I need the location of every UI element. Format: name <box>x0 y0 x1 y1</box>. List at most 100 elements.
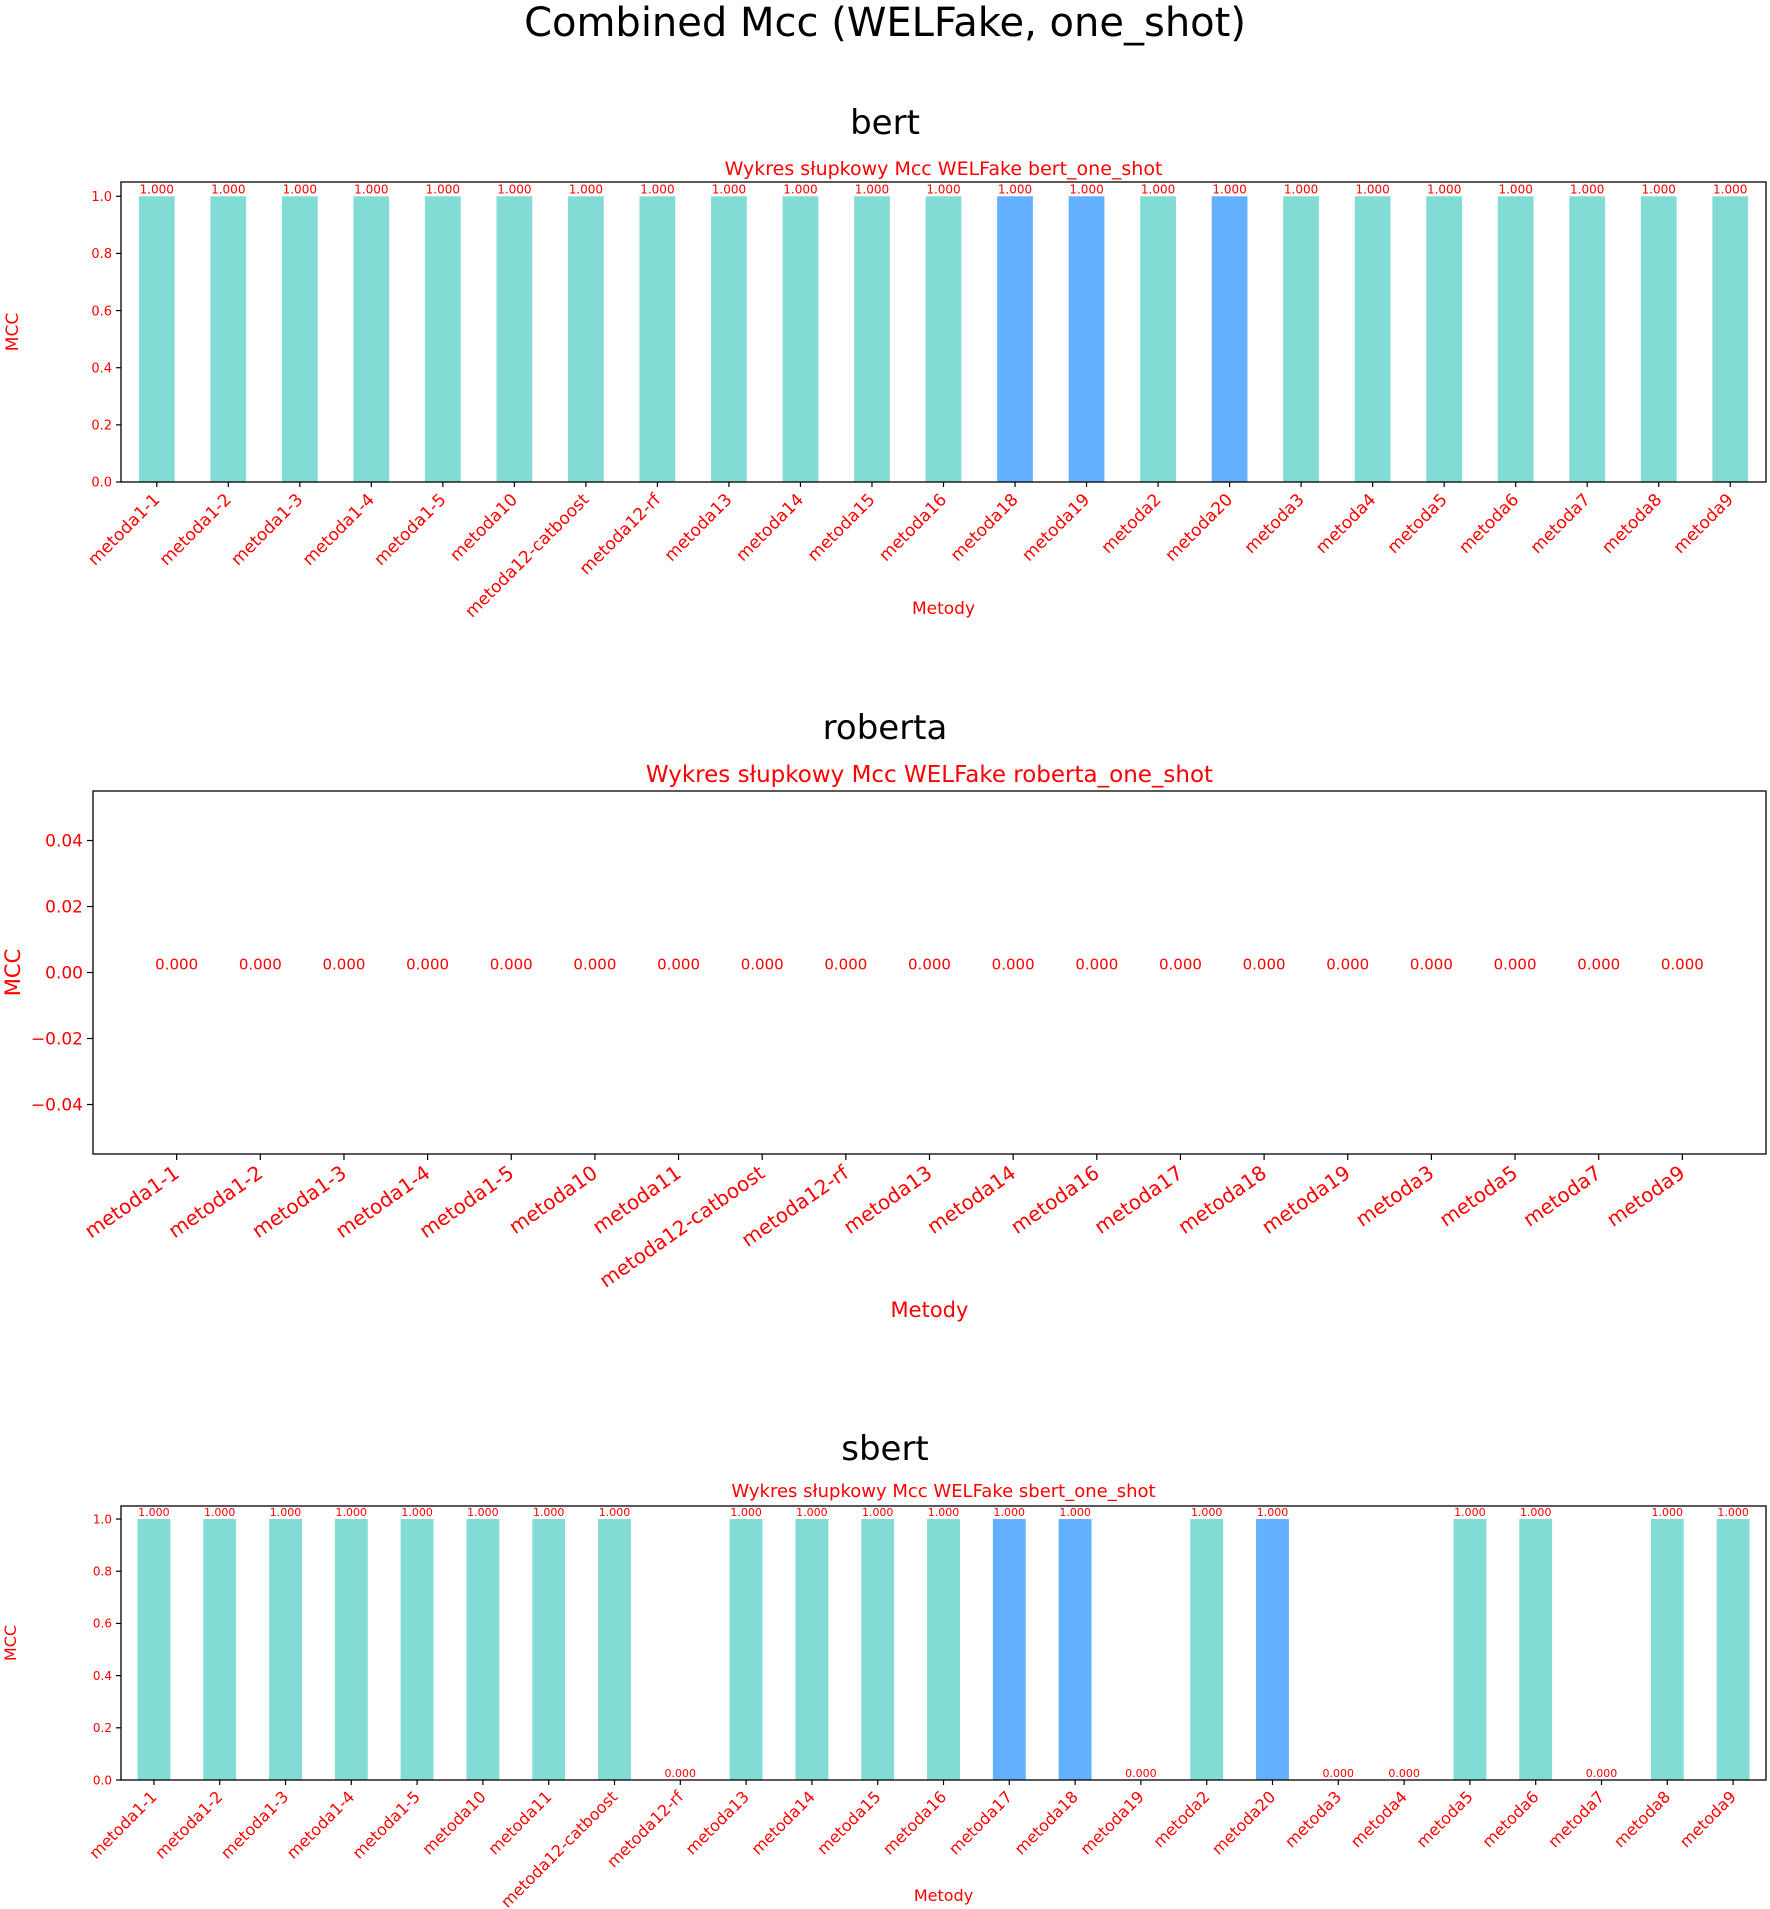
panel-title: sbert <box>841 1429 929 1469</box>
bar-metoda15 <box>854 196 890 483</box>
y-tick-label: −0.04 <box>31 1096 83 1116</box>
value-label-metoda5: 0.000 <box>1494 956 1537 974</box>
bar-metoda1-3 <box>281 196 318 483</box>
y-tick-label: 1.0 <box>91 190 112 205</box>
value-label-metoda2: 1.000 <box>1191 1506 1223 1519</box>
bar-metoda3 <box>1283 196 1319 483</box>
value-label-metoda17: 0.000 <box>1159 956 1202 974</box>
bar-metoda1-2 <box>210 196 247 483</box>
value-label-metoda1-1: 1.000 <box>138 1506 170 1519</box>
bar-metoda8 <box>1640 196 1677 483</box>
value-label-metoda10: 1.000 <box>467 1506 499 1519</box>
value-label-metoda1-3: 0.000 <box>322 956 365 974</box>
y-tick-label: 0.2 <box>91 419 112 434</box>
sbert-panel: sbert Wykres słupkowy Mcc WELFake sbert_o… <box>1 1429 1767 1909</box>
value-label-metoda12-rf: 0.000 <box>824 956 867 974</box>
y-axis-label: MCC <box>3 313 23 351</box>
value-label-metoda16: 1.000 <box>928 1506 960 1519</box>
y-tick-label: 0.2 <box>93 1721 112 1735</box>
bar-metoda10 <box>466 1519 500 1780</box>
y-tick-label: 0.4 <box>91 361 112 376</box>
bar-metoda11 <box>532 1519 566 1780</box>
value-label-metoda1-5: 1.000 <box>426 182 460 196</box>
bar-metoda5 <box>1453 1519 1487 1780</box>
bar-metoda16 <box>927 1519 960 1780</box>
bar-metoda8 <box>1650 1519 1684 1780</box>
bar-metoda14 <box>782 196 819 483</box>
y-tick-label: 0.02 <box>45 898 83 918</box>
value-label-metoda1-3: 1.000 <box>270 1506 302 1519</box>
value-label-metoda1-4: 1.000 <box>354 182 388 196</box>
bar-metoda9 <box>1712 196 1749 483</box>
chart-title: Wykres słupkowy Mcc WELFake roberta_one_… <box>646 762 1213 788</box>
value-label-metoda7: 0.000 <box>1586 1767 1618 1780</box>
y-tick-label: 0.0 <box>93 1773 112 1787</box>
value-label-metoda19: 0.000 <box>1125 1767 1157 1780</box>
value-label-metoda1-2: 1.000 <box>204 1506 236 1519</box>
value-label-metoda7: 0.000 <box>1577 956 1620 974</box>
value-label-metoda14: 1.000 <box>796 1506 828 1519</box>
value-label-metoda1-4: 1.000 <box>336 1506 368 1519</box>
panel-title: bert <box>850 103 920 143</box>
bar-metoda14 <box>795 1519 829 1780</box>
value-label-metoda5: 1.000 <box>1427 182 1461 196</box>
value-label-metoda6: 1.000 <box>1520 1506 1552 1519</box>
value-label-metoda14: 1.000 <box>783 182 817 196</box>
figure-title: Combined Mcc (WELFake, one_shot) <box>524 0 1246 46</box>
bar-metoda1-4 <box>353 196 390 483</box>
value-label-metoda3: 1.000 <box>1284 182 1318 196</box>
chart-title: Wykres słupkowy Mcc WELFake bert_one_sho… <box>725 158 1163 180</box>
value-label-metoda13: 1.000 <box>730 1506 762 1519</box>
bar-metoda19 <box>1068 196 1105 483</box>
value-label-metoda1-2: 0.000 <box>239 956 282 974</box>
value-label-metoda4: 0.000 <box>1388 1767 1420 1780</box>
value-label-metoda8: 1.000 <box>1652 1506 1684 1519</box>
x-axis-label: Metody <box>912 599 975 619</box>
value-label-metoda16: 1.000 <box>926 182 960 196</box>
bar-metoda13 <box>711 196 747 483</box>
bar-metoda1-5 <box>400 1519 434 1780</box>
value-label-metoda1-2: 1.000 <box>211 182 245 196</box>
value-label-metoda16: 0.000 <box>1075 956 1118 974</box>
y-tick-label: 0.4 <box>93 1669 112 1683</box>
value-label-metoda6: 1.000 <box>1498 182 1532 196</box>
value-label-metoda12-catboost: 1.000 <box>599 1506 631 1519</box>
y-tick-label: 1.0 <box>93 1512 112 1526</box>
bar-metoda18 <box>1058 1519 1092 1780</box>
value-label-metoda19: 0.000 <box>1326 956 1369 974</box>
y-tick-label: 0.6 <box>93 1617 112 1631</box>
y-tick-label: 0.8 <box>93 1565 112 1579</box>
value-label-metoda9: 0.000 <box>1661 956 1704 974</box>
chart-title: Wykres słupkowy Mcc WELFake sbert_one_sh… <box>731 1481 1155 1502</box>
value-label-metoda12-rf: 1.000 <box>640 182 674 196</box>
bar-metoda13 <box>729 1519 763 1780</box>
value-label-metoda17: 1.000 <box>994 1506 1026 1519</box>
bar-metoda20 <box>1256 1519 1289 1780</box>
value-label-metoda1-1: 0.000 <box>155 956 198 974</box>
value-label-metoda12-catboost: 0.000 <box>741 956 784 974</box>
y-tick-label: 0.0 <box>91 476 112 491</box>
value-label-metoda12-rf: 0.000 <box>665 1767 697 1780</box>
value-label-metoda4: 1.000 <box>1355 182 1389 196</box>
y-axis-label: MCC <box>1 949 25 996</box>
y-tick-label: −0.02 <box>31 1030 83 1050</box>
bar-metoda15 <box>861 1519 895 1780</box>
value-label-metoda18: 1.000 <box>998 182 1032 196</box>
value-label-metoda20: 1.000 <box>1257 1506 1289 1519</box>
bar-metoda2 <box>1140 196 1176 483</box>
value-label-metoda15: 1.000 <box>855 182 889 196</box>
bar-metoda16 <box>925 196 962 483</box>
bar-metoda5 <box>1426 196 1463 483</box>
value-label-metoda7: 1.000 <box>1570 182 1604 196</box>
bar-metoda12-catboost <box>568 196 604 483</box>
value-label-metoda8: 1.000 <box>1642 182 1676 196</box>
value-label-metoda14: 0.000 <box>992 956 1035 974</box>
value-label-metoda13: 1.000 <box>712 182 746 196</box>
value-label-metoda1-1: 1.000 <box>140 182 174 196</box>
value-label-metoda2: 1.000 <box>1141 182 1175 196</box>
bar-metoda1-5 <box>424 196 461 483</box>
bar-metoda6 <box>1519 1519 1553 1780</box>
value-label-metoda5: 1.000 <box>1454 1506 1486 1519</box>
value-label-metoda9: 1.000 <box>1717 1506 1749 1519</box>
